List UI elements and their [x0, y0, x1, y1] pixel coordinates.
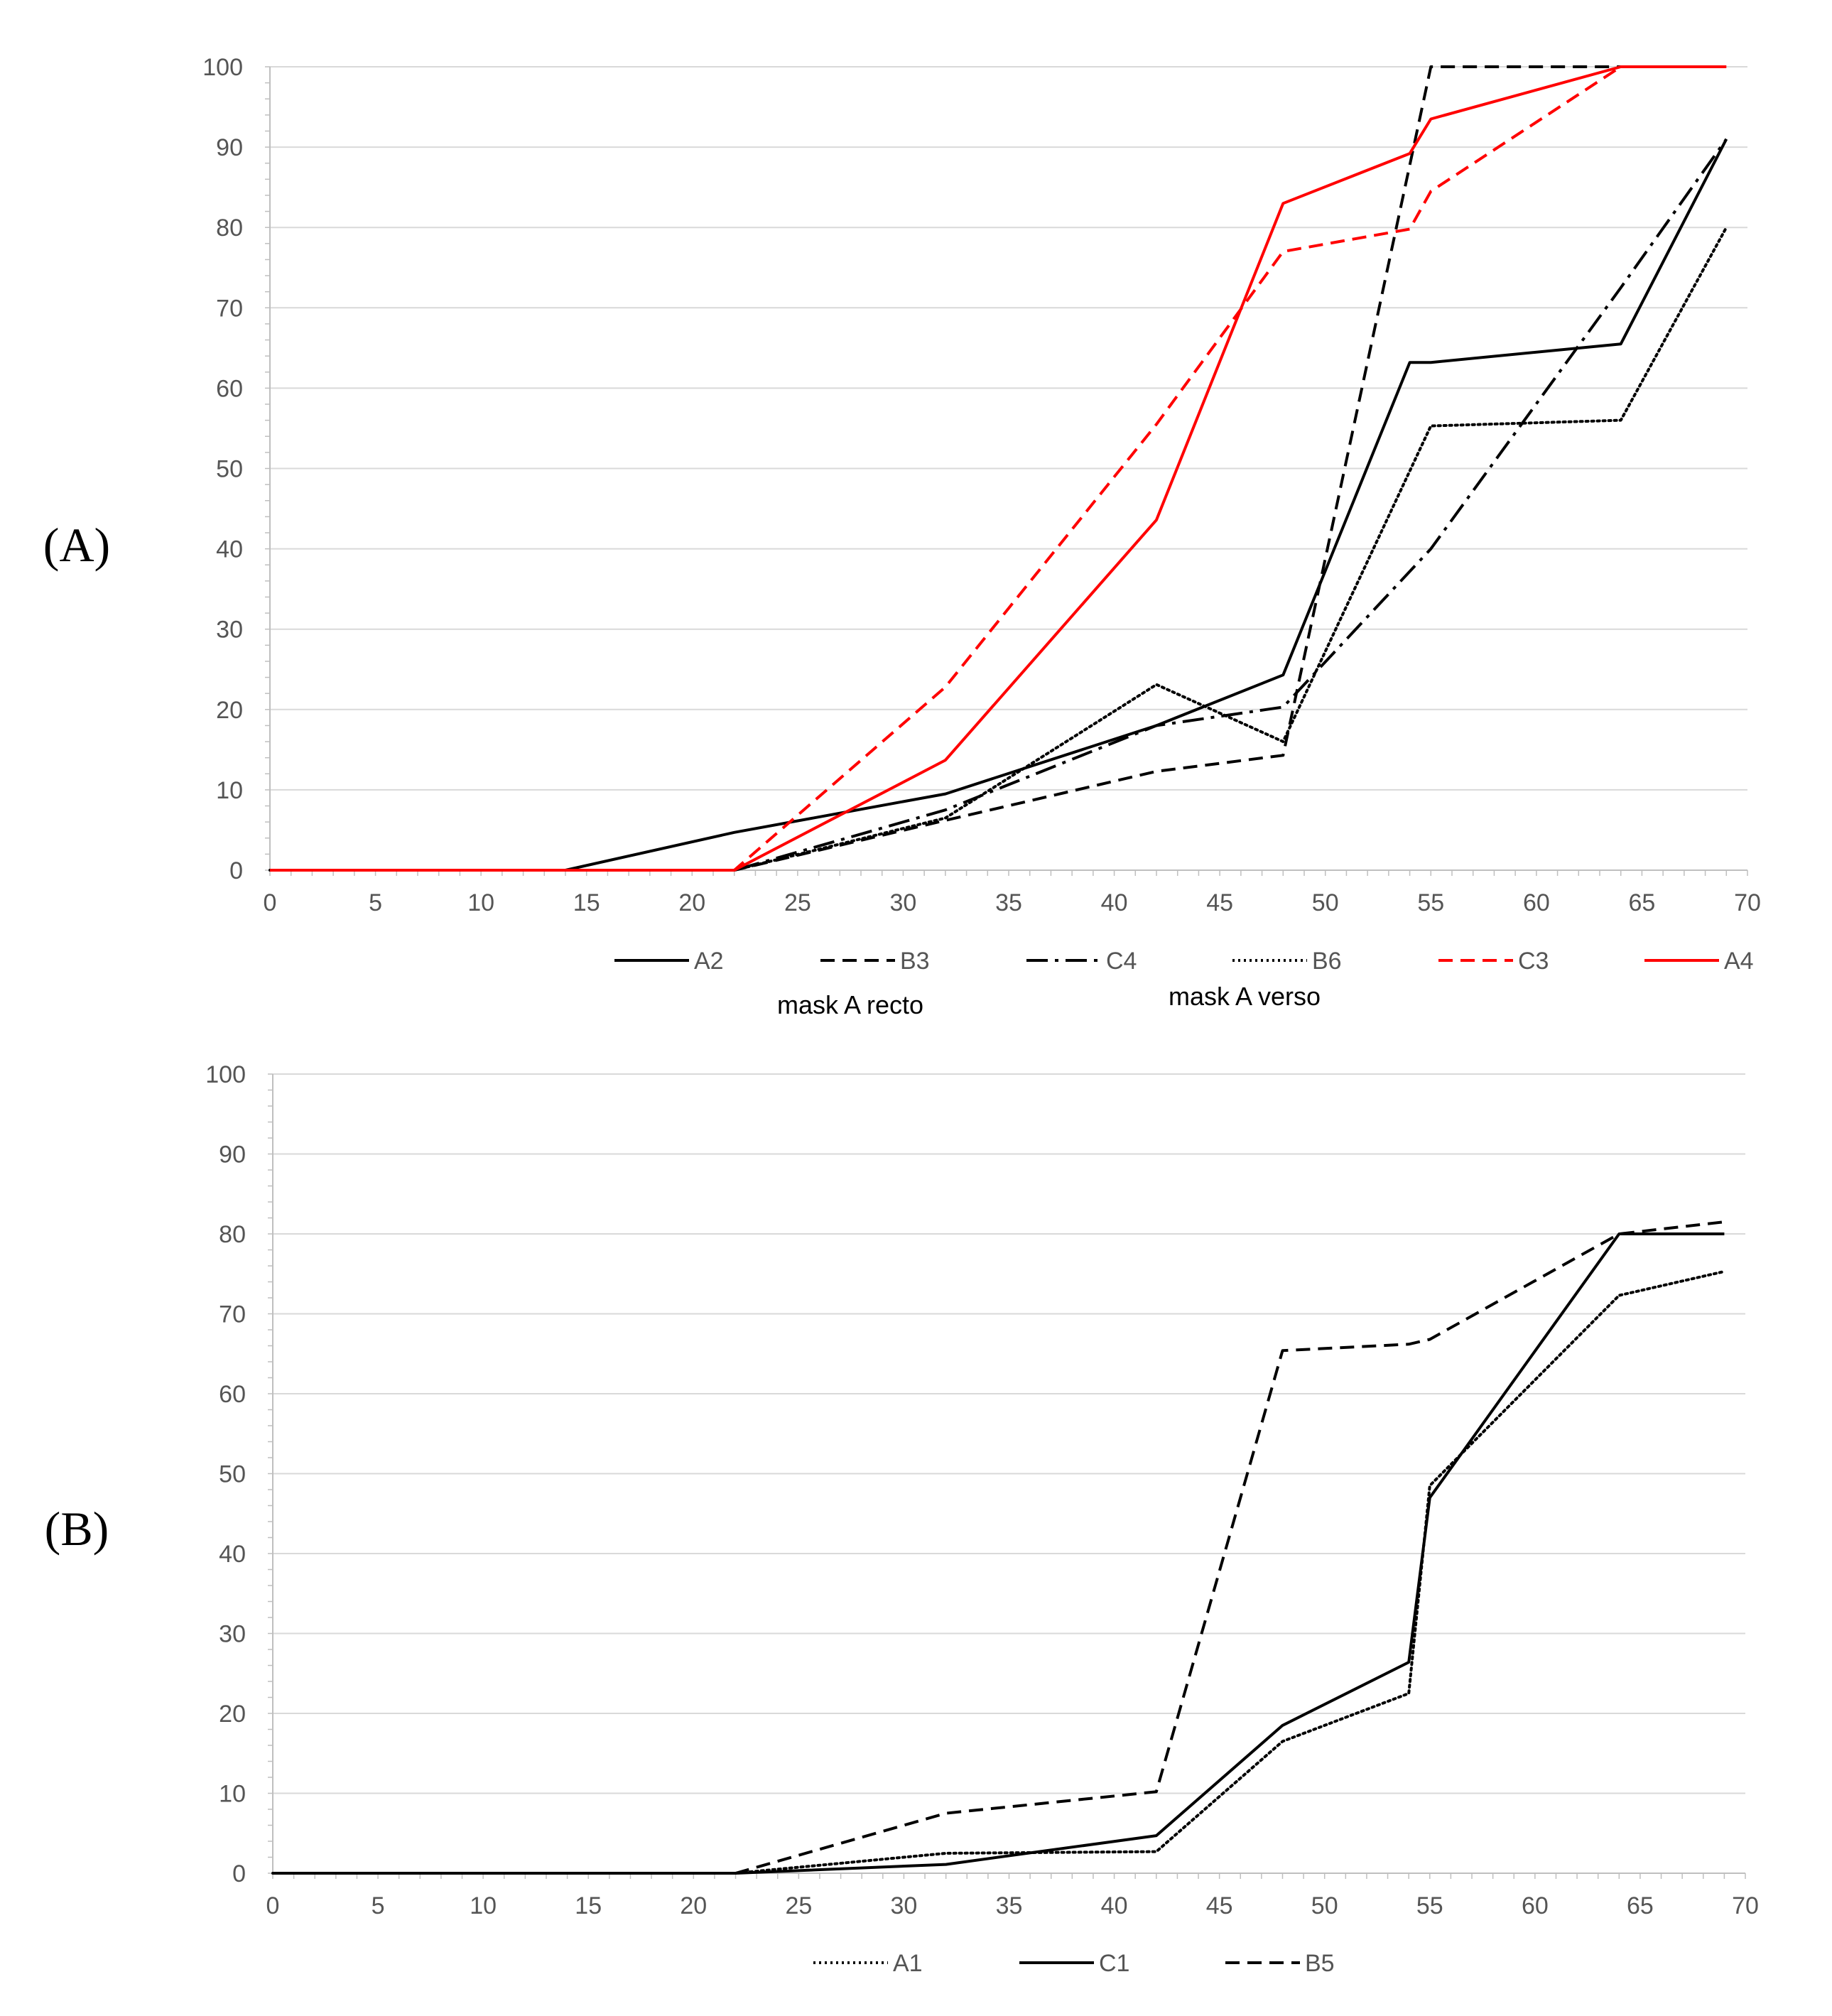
- panel-b-label: (B): [45, 1502, 109, 1556]
- panel-a-tick-labels: 0 10 20 30 40 50 60 70 80 90 100 0 5 10 15 20 25 30 35 40 45…: [202, 54, 1761, 916]
- legend-label-c4: C4: [1106, 948, 1137, 975]
- panel-b-x-tick-10: 10: [470, 1892, 497, 1919]
- panel-b-y-tick-50: 50: [219, 1461, 246, 1488]
- panel-a-x-tick-65: 65: [1629, 889, 1656, 916]
- panel-a-x-tick-35: 35: [995, 889, 1022, 916]
- panel-b-y-tick-10: 10: [219, 1781, 246, 1808]
- panel-b-y-tick-90: 90: [219, 1142, 246, 1169]
- panel-a-y-tick-0: 0: [229, 857, 243, 884]
- panel-b-tick-labels: 0 10 20 30 40 50 60 70 80 90 100 0 5 10 15 20 25 30 35 40 45…: [205, 1061, 1759, 1919]
- legend-label-b3: B3: [900, 948, 930, 975]
- legend-label-c3: C3: [1518, 948, 1549, 975]
- panel-a-y-tick-80: 80: [216, 215, 243, 242]
- series-line-a1: [271, 1269, 1726, 1875]
- panel-a-y-tick-10: 10: [216, 777, 243, 804]
- series-line-a4: [270, 65, 1727, 872]
- annotation-mask-a-recto: mask A recto: [777, 990, 923, 1019]
- panel-b: (B) 0 10 20 30 40 50 60 70 80 90 100 0 5 10 15 20 25 30 35…: [45, 1061, 1759, 1977]
- panel-a-y-tick-90: 90: [216, 134, 243, 161]
- panel-a-y-tick-60: 60: [216, 375, 243, 402]
- panel-b-x-tick-45: 45: [1206, 1892, 1233, 1919]
- panel-a-x-tick-0: 0: [264, 889, 277, 916]
- panel-b-x-tick-5: 5: [372, 1892, 385, 1919]
- panel-a-x-tick-30: 30: [890, 889, 917, 916]
- panel-b-x-tick-60: 60: [1522, 1892, 1549, 1919]
- panel-a-gridlines: [270, 66, 1747, 791]
- panel-a-y-tick-20: 20: [216, 697, 243, 724]
- panel-b-x-tick-65: 65: [1627, 1892, 1654, 1919]
- panel-b-x-tick-25: 25: [785, 1892, 812, 1919]
- panel-b-x-tick-20: 20: [680, 1892, 707, 1919]
- panel-b-x-tick-0: 0: [266, 1892, 280, 1919]
- panel-b-y-tick-20: 20: [219, 1701, 246, 1728]
- series-line-c4: [270, 138, 1728, 872]
- legend-label-a4: A4: [1724, 948, 1754, 975]
- series-line-a2: [270, 138, 1728, 872]
- panel-a-x-tick-55: 55: [1417, 889, 1444, 916]
- panel-b-x-tick-70: 70: [1732, 1892, 1759, 1919]
- panel-b-x-tick-35: 35: [996, 1892, 1023, 1919]
- panel-a-y-tick-50: 50: [216, 456, 243, 483]
- panel-b-y-tick-40: 40: [219, 1541, 246, 1568]
- legend-label-c1: C1: [1099, 1950, 1129, 1977]
- panel-a-x-tick-45: 45: [1206, 889, 1233, 916]
- panel-a-x-tick-25: 25: [784, 889, 811, 916]
- annotation-mask-a-verso: mask A verso: [1169, 982, 1321, 1011]
- panel-a-x-tick-50: 50: [1312, 889, 1339, 916]
- panel-b-x-tick-30: 30: [891, 1892, 918, 1919]
- panel-a-x-tick-70: 70: [1734, 889, 1761, 916]
- panel-a-x-tick-20: 20: [678, 889, 705, 916]
- legend-label-b6: B6: [1312, 948, 1342, 975]
- panel-b-x-tick-50: 50: [1311, 1892, 1338, 1919]
- panel-a-y-tick-70: 70: [216, 295, 243, 322]
- panel-a-x-tick-15: 15: [573, 889, 600, 916]
- panel-b-x-tick-55: 55: [1416, 1892, 1443, 1919]
- panel-a-x-tick-40: 40: [1101, 889, 1128, 916]
- panel-a-x-tick-10: 10: [467, 889, 494, 916]
- panel-a-y-tick-30: 30: [216, 617, 243, 644]
- panel-a: (A) 0 10 20 30 40 50 60 70 80 90 100 0 5 10 15 20 25 30 35…: [43, 54, 1761, 1019]
- panel-b-gridlines: [273, 1073, 1745, 1794]
- panel-a-legend: A2 B3 C4 B6 C3 A4: [614, 948, 1754, 975]
- panel-a-y-tick-100: 100: [202, 54, 243, 81]
- legend-label-a2: A2: [694, 948, 724, 975]
- panel-a-y-tick-40: 40: [216, 536, 243, 563]
- panel-a-label: (A): [43, 518, 110, 572]
- panel-b-y-tick-60: 60: [219, 1381, 246, 1408]
- panel-b-y-tick-100: 100: [205, 1061, 246, 1088]
- panel-b-x-tick-15: 15: [575, 1892, 602, 1919]
- panel-b-legend: A1 C1 B5: [813, 1950, 1335, 1977]
- panel-b-y-tick-0: 0: [232, 1860, 246, 1887]
- series-line-c3: [270, 65, 1727, 872]
- panel-b-y-tick-30: 30: [219, 1621, 246, 1648]
- panel-b-series: [271, 1220, 1726, 1875]
- panel-b-y-tick-70: 70: [219, 1301, 246, 1328]
- panel-a-x-tick-5: 5: [369, 889, 382, 916]
- panel-b-y-tick-80: 80: [219, 1221, 246, 1248]
- series-line-c1: [273, 1232, 1725, 1875]
- series-line-b6: [269, 226, 1728, 872]
- legend-label-a1: A1: [893, 1950, 923, 1977]
- panel-b-x-tick-40: 40: [1101, 1892, 1128, 1919]
- panel-a-x-tick-60: 60: [1523, 889, 1550, 916]
- legend-label-b5: B5: [1305, 1950, 1335, 1977]
- series-line-b5: [273, 1220, 1725, 1875]
- panel-a-series: [269, 65, 1728, 872]
